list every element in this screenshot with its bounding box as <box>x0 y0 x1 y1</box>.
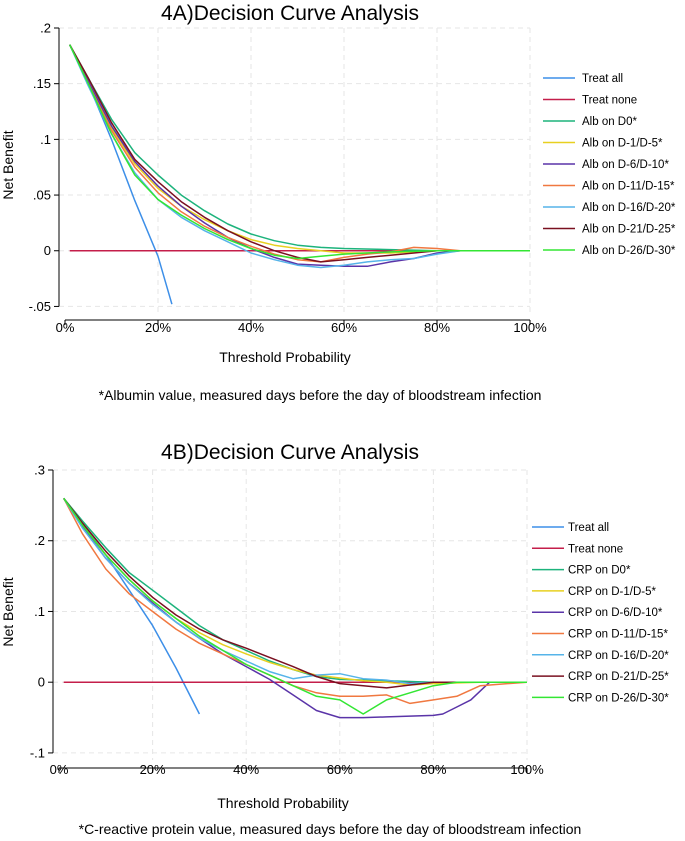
y-tick-label: .1 <box>40 132 51 147</box>
x-tick-label: 20% <box>145 320 171 335</box>
legend-label-alb-on-d-21-d-25: Alb on D-21/D-25* <box>582 224 676 236</box>
y-tick-label: .3 <box>34 463 45 478</box>
y-tick-label: .1 <box>34 604 45 619</box>
x-axis-label: Threshold Probability <box>217 795 349 811</box>
legend-label-alb-on-d-6-d-10: Alb on D-6/D-10* <box>582 159 669 171</box>
chart-panel-4a: 4A)Decision Curve Analysis Threshold Pro… <box>0 2 676 403</box>
series-line-alb-on-d-16-d-20 <box>69 44 530 269</box>
legend-label-crp-on-d-16-d-20: CRP on D-16/D-20* <box>568 650 669 662</box>
y-axis-label: Net Benefit <box>0 130 16 199</box>
y-tick-label: -.1 <box>30 745 45 760</box>
y-tick-label: -.05 <box>29 299 51 314</box>
x-tick-label: 0% <box>56 320 75 335</box>
legend-label-alb-on-d-1-d-5: Alb on D-1/D-5* <box>582 138 663 150</box>
series-line-alb-on-d-26-d-30 <box>69 44 530 260</box>
legend-label-crp-on-d-26-d-30: CRP on D-26/D-30* <box>568 692 669 704</box>
x-tick-label: 40% <box>233 762 259 777</box>
x-tick-label: 0% <box>50 762 69 777</box>
legend-label-alb-on-d0: Alb on D0* <box>582 116 638 128</box>
series-line-crp-on-d-11-d-15 <box>63 497 528 705</box>
y-tick-label: 0 <box>38 675 45 690</box>
legend-label-alb-on-d-11-d-15: Alb on D-11/D-15* <box>582 181 675 193</box>
y-tick-label: .2 <box>40 21 51 36</box>
series-line-alb-on-d-11-d-15 <box>69 44 530 263</box>
legend-label-treat-all: Treat all <box>582 73 623 85</box>
x-tick-label: 60% <box>331 320 357 335</box>
x-tick-label: 80% <box>424 320 450 335</box>
legend-label-alb-on-d-26-d-30: Alb on D-26/D-30* <box>582 245 676 257</box>
legend-label-crp-on-d-6-d-10: CRP on D-6/D-10* <box>568 607 663 619</box>
series-line-crp-on-d0 <box>63 497 527 683</box>
y-tick-label: .15 <box>33 76 51 91</box>
series-line-crp-on-d-6-d-10 <box>63 497 527 719</box>
legend-label-treat-none: Treat none <box>568 543 623 555</box>
series-line-crp-on-d-1-d-5 <box>63 497 527 686</box>
legend-label-crp-on-d0: CRP on D0* <box>568 565 631 577</box>
legend-label-crp-on-d-21-d-25: CRP on D-21/D-25* <box>568 671 669 683</box>
x-axis-label: Threshold Probability <box>219 349 351 365</box>
y-tick-label: .05 <box>33 188 51 203</box>
chart-title: 4A)Decision Curve Analysis <box>161 2 419 25</box>
footnote: *Albumin value, measured days before the… <box>99 387 542 403</box>
chart-title: 4B)Decision Curve Analysis <box>161 441 419 464</box>
x-tick-label: 100% <box>510 762 544 777</box>
legend-label-alb-on-d-16-d-20: Alb on D-16/D-20* <box>582 202 676 214</box>
x-tick-label: 80% <box>420 762 446 777</box>
y-tick-label: .2 <box>34 533 45 548</box>
series-line-alb-on-d-21-d-25 <box>69 44 530 263</box>
series-line-crp-on-d-16-d-20 <box>63 497 527 685</box>
series-line-crp-on-d-26-d-30 <box>63 497 527 715</box>
series-line-alb-on-d0 <box>69 44 530 252</box>
series-line-alb-on-d-1-d-5 <box>69 44 530 254</box>
chart-panel-4b: 4B)Decision Curve Analysis Threshold Pro… <box>0 441 669 837</box>
x-tick-label: 60% <box>327 762 353 777</box>
series-line-crp-on-d-21-d-25 <box>63 497 527 689</box>
y-axis-label: Net Benefit <box>0 577 16 646</box>
footnote: *C-reactive protein value, measured days… <box>79 821 582 837</box>
x-tick-label: 20% <box>140 762 166 777</box>
legend-label-treat-all: Treat all <box>568 522 609 534</box>
x-tick-label: 40% <box>238 320 264 335</box>
y-tick-label: 0 <box>44 243 51 258</box>
legend-label-treat-none: Treat none <box>582 95 637 107</box>
x-tick-label: 100% <box>513 320 547 335</box>
legend-label-crp-on-d-11-d-15: CRP on D-11/D-15* <box>568 629 668 641</box>
legend-label-crp-on-d-1-d-5: CRP on D-1/D-5* <box>568 586 657 598</box>
